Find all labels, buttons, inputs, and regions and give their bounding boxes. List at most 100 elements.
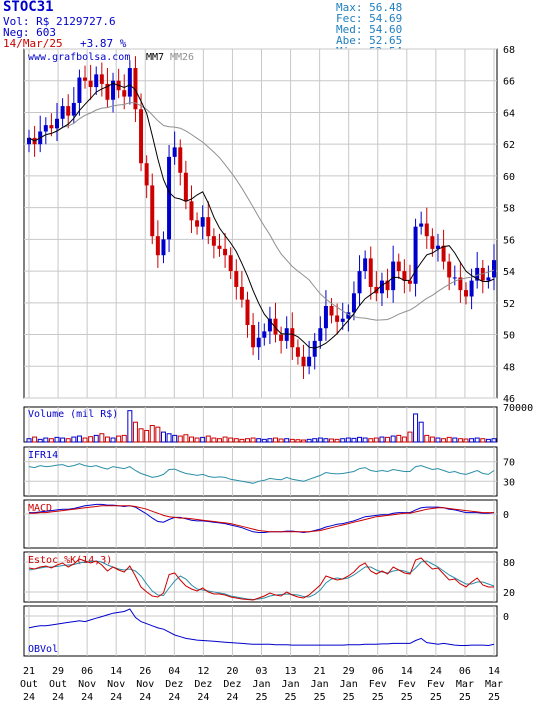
- volume-bar: [267, 438, 273, 443]
- volume-bar: [452, 437, 458, 443]
- x-label-year: 25: [459, 692, 471, 703]
- volume-bar: [362, 437, 368, 443]
- volume-bar: [239, 438, 245, 443]
- obv-line: [28, 608, 495, 647]
- macd-frame: [23, 499, 498, 549]
- x-label-day: 13: [285, 666, 297, 677]
- candle-body: [206, 217, 211, 237]
- volume-bar: [312, 438, 318, 443]
- volume-bar: [345, 437, 351, 443]
- volume-bar: [65, 438, 71, 443]
- x-label-day: 24: [430, 666, 442, 677]
- obv-title: OBVol: [28, 644, 58, 655]
- volume-bar: [396, 434, 402, 443]
- candle-body: [228, 255, 233, 272]
- candle-body: [279, 334, 284, 341]
- candle-body: [419, 223, 424, 227]
- x-label-year: 24: [23, 692, 35, 703]
- volume-bar: [256, 438, 262, 443]
- candle-body: [200, 217, 205, 227]
- volume-bar: [104, 436, 110, 443]
- x-label-month: Dez: [165, 679, 183, 690]
- volume-bar: [216, 438, 222, 443]
- volume-bar: [329, 438, 335, 443]
- candle-body: [329, 305, 334, 316]
- candle-body: [155, 236, 160, 256]
- candle-body: [55, 118, 60, 129]
- x-label-month: Fev: [427, 679, 445, 690]
- volume-bar: [222, 436, 228, 443]
- volume-bar: [351, 437, 357, 443]
- x-label-year: 25: [314, 692, 326, 703]
- candle-body: [245, 299, 250, 326]
- x-label-day: 29: [343, 666, 355, 677]
- x-label-year: 25: [372, 692, 384, 703]
- volume-bar: [413, 413, 419, 443]
- volume-bar: [334, 438, 340, 443]
- x-label-year: 25: [343, 692, 355, 703]
- x-label-day: 06: [459, 666, 471, 677]
- trades-line: Neg: 603: [3, 26, 56, 39]
- x-label-month: Mar: [485, 679, 503, 690]
- candle-body: [262, 331, 267, 338]
- volume-bar: [244, 438, 250, 443]
- candle-body: [161, 239, 166, 256]
- price-ytick: 66: [503, 77, 515, 88]
- volume-bar: [32, 436, 38, 443]
- candle-body: [77, 77, 82, 103]
- volume-bar: [37, 438, 43, 443]
- candle-body: [301, 356, 306, 367]
- stat-open: Abe: 52.65: [336, 34, 403, 47]
- volume-bar: [155, 426, 161, 443]
- candle-body: [441, 245, 446, 262]
- volume-bar: [435, 437, 441, 443]
- volume-bar: [401, 436, 407, 443]
- volume-bar: [463, 438, 469, 443]
- candle-body: [475, 267, 480, 281]
- volume-bar: [317, 437, 323, 443]
- x-label-day: 20: [226, 666, 238, 677]
- candle-body: [234, 271, 239, 287]
- x-label-day: 06: [372, 666, 384, 677]
- volume-bar: [368, 438, 374, 443]
- volume-bar: [379, 436, 385, 443]
- candle-body: [105, 83, 110, 100]
- x-label-month: Nov: [78, 679, 96, 690]
- volume-bar: [132, 421, 138, 443]
- candle-body: [99, 74, 104, 84]
- volume-bar: [177, 435, 183, 443]
- candle-body: [178, 147, 183, 173]
- price-ytick: 62: [503, 140, 515, 151]
- stat-close: Fec: 54.69: [336, 12, 403, 25]
- candle-body: [463, 290, 468, 297]
- x-label-month: Out: [20, 679, 38, 690]
- volume-bar: [446, 436, 452, 443]
- x-label-year: 25: [285, 692, 297, 703]
- estoc-title: Estoc %K(14,3): [28, 555, 112, 566]
- macd-panel: 0 MACD: [23, 499, 509, 549]
- x-label-month: Out: [49, 679, 67, 690]
- volume-bar: [390, 435, 396, 443]
- ifr-panel: 70 30 IFR14: [23, 446, 515, 497]
- volume-bar: [306, 438, 312, 443]
- volume-bar: [385, 436, 391, 443]
- candle-body: [167, 156, 172, 240]
- x-label-month: Nov: [107, 679, 125, 690]
- candle-body: [183, 172, 188, 202]
- volume-line: Vol: R$ 2129727.6: [3, 15, 116, 28]
- candle-body: [273, 318, 278, 335]
- stat-max: Max: 56.48: [336, 1, 403, 14]
- ma7-line: [28, 82, 495, 349]
- obv-frame: [23, 605, 498, 657]
- ifr-line: [28, 463, 495, 484]
- candle-body: [430, 236, 435, 249]
- volume-frame: [23, 406, 498, 443]
- volume-bar: [188, 436, 194, 443]
- candle-body: [492, 260, 496, 278]
- x-label-month: Jan: [340, 679, 358, 690]
- volume-bar: [480, 438, 486, 443]
- candle-body: [189, 201, 194, 221]
- volume-bar: [418, 421, 424, 443]
- quote-date: 14/Mar/25: [3, 37, 63, 50]
- candle-body: [351, 293, 356, 313]
